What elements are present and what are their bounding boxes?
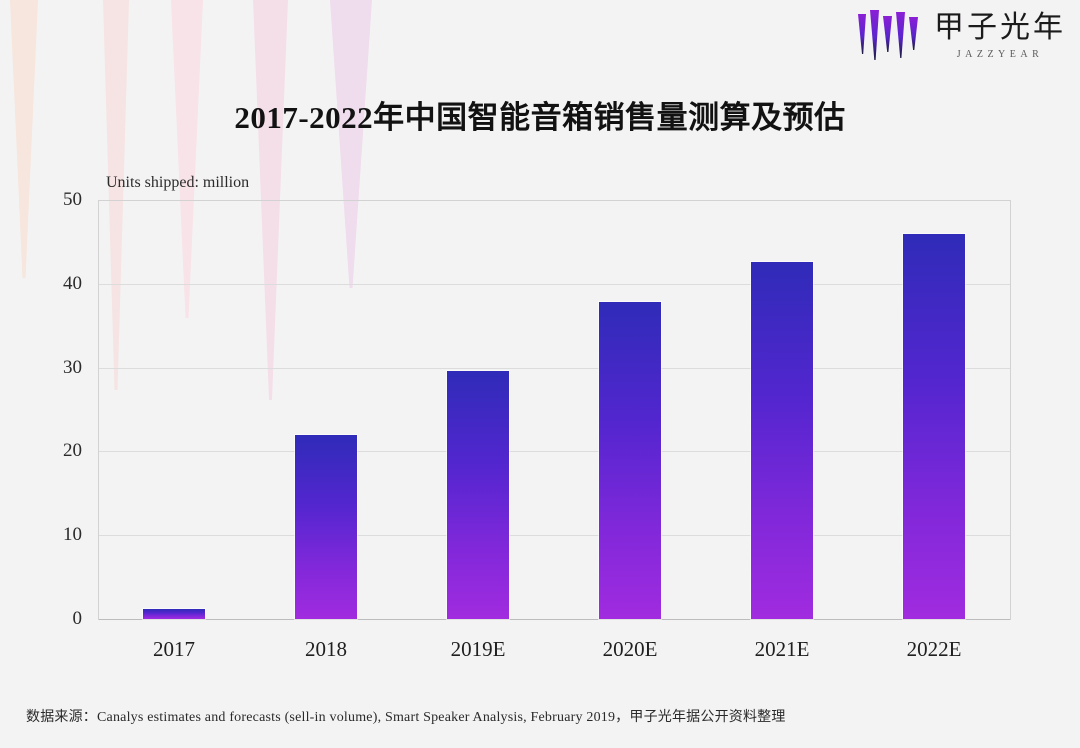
brand-logo: 甲子光年 JAZZYEAR	[856, 8, 1066, 64]
gridline-10	[98, 535, 1010, 537]
five-stroke-icon	[858, 10, 918, 60]
logo-name-cn: 甲子光年	[934, 10, 1066, 44]
logo-wordmark: 甲子光年 JAZZYEAR	[934, 10, 1066, 60]
y-tick-label: 10	[63, 524, 82, 546]
gridline-40	[98, 283, 1010, 285]
gridline-50	[98, 200, 1010, 201]
gridline-20	[98, 451, 1010, 453]
bar-2021E[interactable]	[751, 262, 813, 619]
x-tick-label-2017: 2017	[153, 637, 195, 661]
y-tick-label: 30	[63, 356, 82, 378]
bar-2018[interactable]	[295, 435, 357, 619]
y-tick-label: 50	[63, 189, 82, 210]
bar-2020E[interactable]	[599, 302, 661, 619]
x-tick-label-2022E: 2022E	[906, 637, 962, 661]
chart-title: 2017-2022年中国智能音箱销售量测算及预估	[234, 100, 846, 135]
y-axis-line	[98, 200, 99, 620]
bar-2022E[interactable]	[903, 233, 965, 619]
plot-right-border	[1010, 200, 1011, 620]
x-tick-label-2021E: 2021E	[754, 637, 810, 661]
bar-2017[interactable]	[143, 608, 205, 619]
x-tick-label-2020E: 2020E	[602, 637, 658, 661]
y-tick-label: 20	[63, 440, 82, 462]
y-tick-label: 40	[63, 272, 82, 294]
source-note: 数据来源：Canalys estimates and forecasts (se…	[26, 710, 786, 725]
bar-2019E[interactable]	[447, 370, 509, 619]
gridline-30	[98, 367, 1010, 369]
y-axis-unit-label: Units shipped: million	[106, 174, 250, 191]
x-tick-label-2018: 2018	[305, 637, 347, 661]
logo-name-en: JAZZYEAR	[956, 48, 1044, 60]
y-tick-label: 0	[72, 608, 83, 629]
gridline-0	[98, 619, 1010, 620]
x-tick-label-2019E: 2019E	[450, 637, 506, 661]
